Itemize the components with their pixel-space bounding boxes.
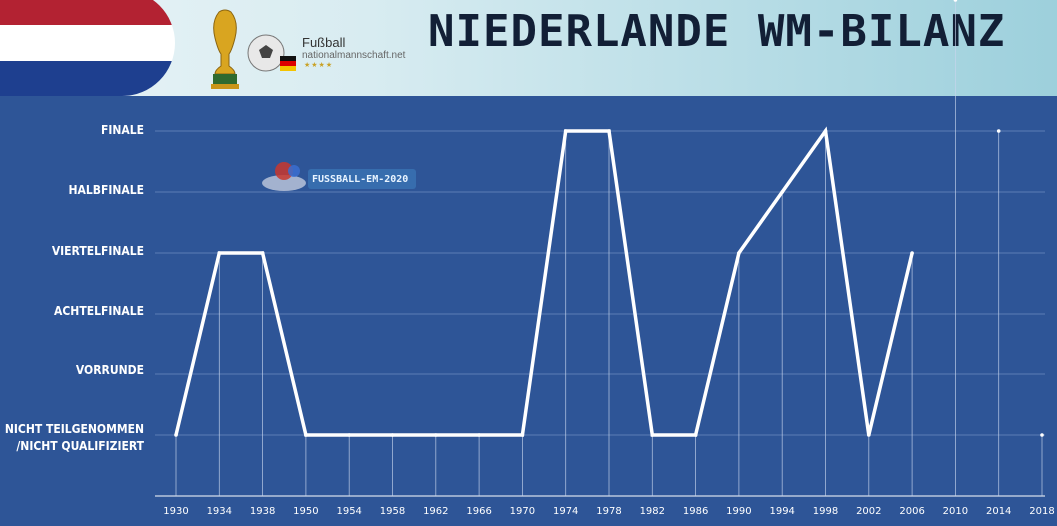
data-point (607, 129, 611, 133)
football-logo-icon (247, 34, 296, 72)
data-point (390, 433, 395, 437)
x-tick-label: 2006 (899, 506, 924, 517)
x-tick-label: 1994 (769, 506, 794, 517)
site-name: Fußball (302, 35, 346, 50)
rating-stars: ★★★★ (304, 61, 334, 69)
series-line (174, 126, 914, 437)
x-tick-label: 1986 (683, 506, 708, 517)
world-cup-trophy-icon (211, 9, 239, 89)
y-tick-label: NICHT TEILGENOMMEN /NICHT QUALIFIZIERT (4, 422, 144, 453)
netherlands-flag-icon (0, 0, 175, 96)
data-point (520, 433, 525, 437)
x-tick-label: 1950 (293, 506, 318, 517)
data-point (434, 433, 438, 437)
data-point (347, 433, 352, 437)
y-tick-label: HALBFINALE (68, 183, 144, 197)
watermark-text: FUSSBALL-EM-2020 (312, 174, 409, 185)
x-tick-label: 1934 (207, 506, 232, 517)
x-tick-label: 1990 (726, 506, 751, 517)
x-tick-label: 2010 (943, 506, 968, 517)
data-point (867, 433, 871, 437)
x-tick-label: 1998 (813, 506, 838, 517)
data-point (477, 433, 481, 437)
data-point (563, 129, 568, 133)
data-point (996, 129, 1001, 133)
y-tick-label: VORRUNDE (75, 363, 144, 377)
x-tick-label: 2018 (1029, 506, 1054, 517)
page-title: NIEDERLANDE WM-BILANZ (428, 6, 1006, 57)
y-tick-label: FINALE (100, 123, 144, 137)
data-point (953, 0, 958, 2)
x-tick-label: 1982 (640, 506, 665, 517)
data-point (780, 190, 784, 194)
data-point (737, 251, 741, 255)
data-point (260, 251, 265, 255)
x-tick-label: 2014 (986, 506, 1011, 517)
x-tick-label: 1930 (163, 506, 188, 517)
x-tick-label: 1954 (336, 506, 361, 517)
data-point (217, 251, 222, 255)
x-tick-label: 1970 (510, 506, 535, 517)
data-point (1040, 433, 1044, 437)
header-banner: Fußball nationalmannschaft.net ★★★★ NIED… (0, 0, 1057, 96)
x-tick-label: 1966 (466, 506, 491, 517)
site-url: nationalmannschaft.net (302, 50, 406, 61)
y-tick-label: ACHTELFINALE (54, 304, 144, 318)
data-point (910, 251, 914, 255)
data-point (693, 433, 698, 437)
data-point (304, 433, 308, 437)
y-tick-label: VIERTELFINALE (51, 244, 144, 258)
data-point (174, 433, 178, 437)
x-tick-label: 1962 (423, 506, 448, 517)
data-point (650, 433, 655, 437)
x-tick-label: 1958 (380, 506, 405, 517)
data-point (823, 129, 828, 133)
x-tick-label: 1938 (250, 506, 275, 517)
x-tick-label: 1974 (553, 506, 578, 517)
x-tick-label: 2002 (856, 506, 881, 517)
x-tick-label: 1978 (596, 506, 621, 517)
fussball-em-watermark-icon (262, 162, 416, 191)
